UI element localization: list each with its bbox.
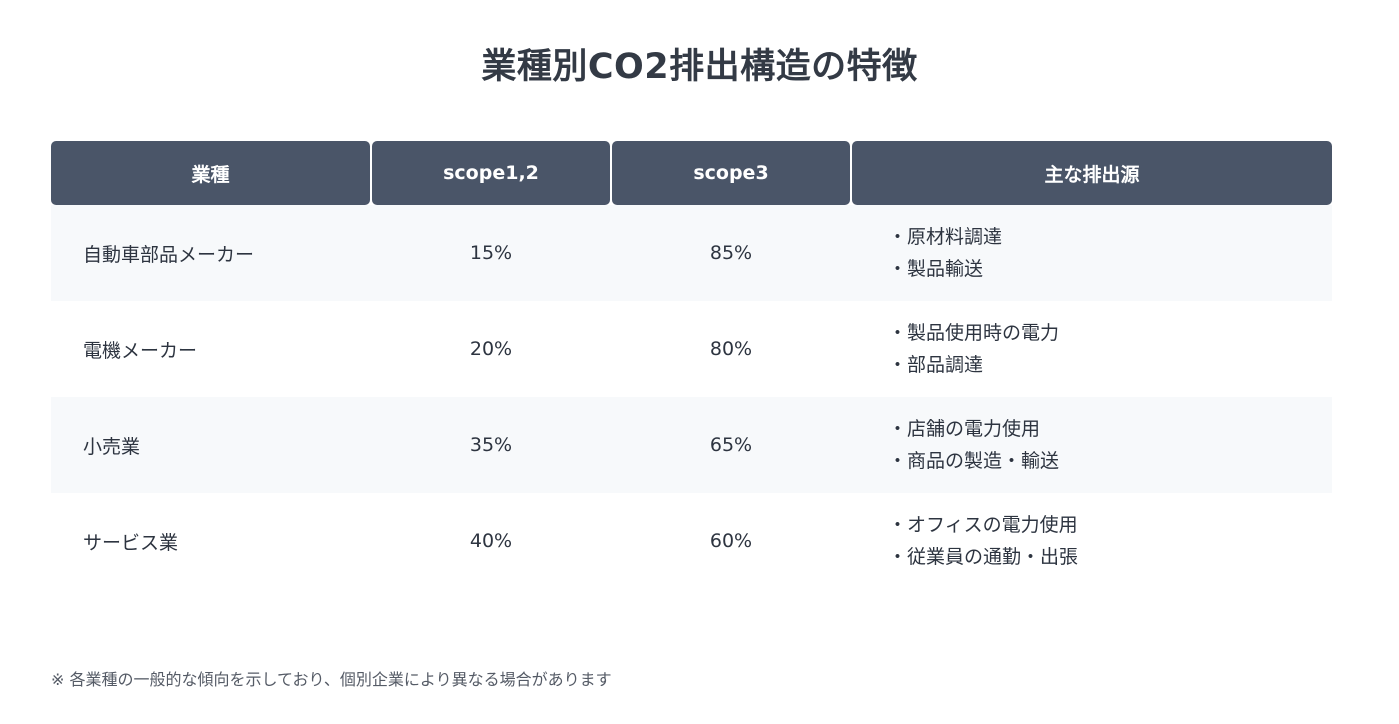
- industry-cell: 小売業: [83, 435, 141, 458]
- industry-cell: 自動車部品メーカー: [83, 243, 255, 266]
- sources-cell: 店舗の電力使用 商品の製造・輸送: [852, 397, 1332, 493]
- source-item: 店舗の電力使用: [888, 413, 1040, 445]
- scope12-cell: 20%: [469, 338, 513, 360]
- table-row: 自動車部品メーカー 15% 85% 原材料調達 製品輸送: [51, 205, 1332, 301]
- scope12-cell: 15%: [469, 242, 513, 264]
- industry-cell: サービス業: [83, 531, 179, 554]
- scope3-cell: 85%: [709, 242, 753, 264]
- header-scope3: scope3: [612, 141, 850, 205]
- industry-co2-table: 業種 scope1,2 scope3 主な排出源 自動車部品メーカー 15% 8…: [51, 141, 1332, 589]
- table-header: 業種 scope1,2 scope3 主な排出源: [51, 141, 1332, 205]
- industry-cell: 電機メーカー: [83, 339, 198, 362]
- header-main-sources: 主な排出源: [852, 141, 1332, 205]
- footnote: ※ 各業種の一般的な傾向を示しており、個別企業により異なる場合があります: [51, 670, 612, 689]
- table-row: 小売業 35% 65% 店舗の電力使用 商品の製造・輸送: [51, 397, 1332, 493]
- source-item: 製品輸送: [888, 253, 983, 285]
- table-row: サービス業 40% 60% オフィスの電力使用 従業員の通勤・出張: [51, 493, 1332, 589]
- source-item: 部品調達: [888, 349, 983, 381]
- source-item: 原材料調達: [888, 221, 1002, 253]
- header-industry: 業種: [51, 141, 370, 205]
- scope3-cell: 80%: [709, 338, 753, 360]
- sources-cell: 原材料調達 製品輸送: [852, 205, 1332, 301]
- scope12-cell: 35%: [469, 434, 513, 456]
- page-title: 業種別CO2排出構造の特徴: [481, 47, 918, 87]
- source-item: オフィスの電力使用: [888, 509, 1078, 541]
- scope3-cell: 65%: [709, 434, 753, 456]
- sources-cell: オフィスの電力使用 従業員の通勤・出張: [852, 493, 1332, 589]
- header-scope12: scope1,2: [372, 141, 610, 205]
- sources-cell: 製品使用時の電力 部品調達: [852, 301, 1332, 397]
- scope12-cell: 40%: [469, 530, 513, 552]
- source-item: 商品の製造・輸送: [888, 445, 1059, 477]
- source-item: 従業員の通勤・出張: [888, 541, 1078, 573]
- table-row: 電機メーカー 20% 80% 製品使用時の電力 部品調達: [51, 301, 1332, 397]
- scope3-cell: 60%: [709, 530, 753, 552]
- source-item: 製品使用時の電力: [888, 317, 1059, 349]
